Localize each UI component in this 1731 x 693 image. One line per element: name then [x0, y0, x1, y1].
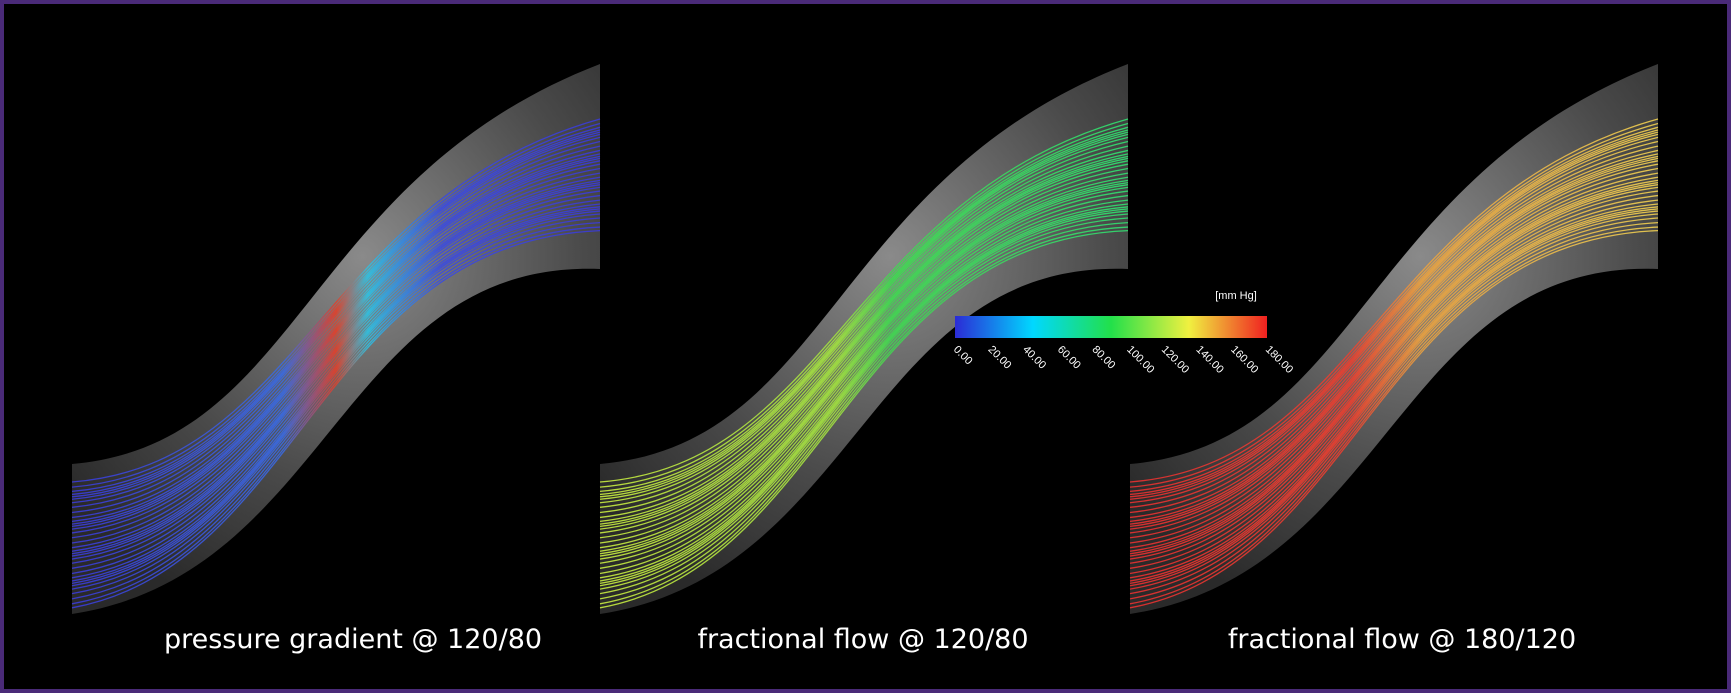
colorbar-tick: 60.00 — [1055, 344, 1083, 372]
colorbar-tick: 180.00 — [1263, 344, 1295, 376]
colorbar-tick: 160.00 — [1228, 344, 1260, 376]
colorbar-tick: 140.00 — [1194, 344, 1226, 376]
colorbar-tick: 80.00 — [1090, 344, 1118, 372]
colorbar-unit: [mm Hg] — [1215, 290, 1257, 302]
figure: pressure gradient @ 120/80 fractional flo… — [0, 0, 1731, 693]
panel — [600, 64, 1128, 614]
page: pressure gradient @ 120/80 fractional flo… — [0, 0, 1731, 693]
colorbar-gradient — [955, 316, 1267, 338]
caption: fractional flow @ 120/80 — [697, 624, 1028, 655]
colorbar-tick: 120.00 — [1159, 344, 1191, 376]
colorbar-tick: 100.00 — [1124, 344, 1156, 376]
colorbar-tick: 20.00 — [986, 344, 1014, 372]
colorbar-tick: 0.00 — [951, 344, 975, 368]
panel — [72, 64, 600, 614]
caption: pressure gradient @ 120/80 — [164, 624, 542, 655]
panel — [1130, 64, 1658, 614]
colorbar-tick: 40.00 — [1020, 344, 1048, 372]
panels: pressure gradient @ 120/80 fractional flo… — [72, 64, 1658, 655]
caption: fractional flow @ 180/120 — [1228, 624, 1576, 655]
